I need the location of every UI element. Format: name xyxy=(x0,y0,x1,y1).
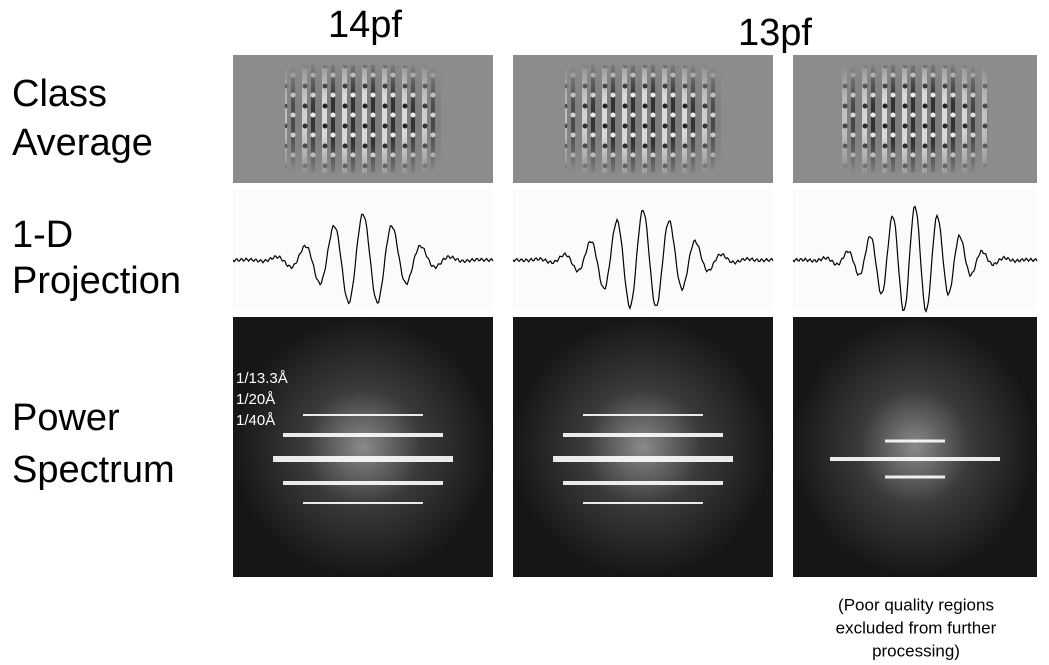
column-header: 13pf xyxy=(738,12,812,54)
spectrum-layer-line xyxy=(273,456,453,462)
spectrum-layer-line xyxy=(583,502,703,504)
projection-background xyxy=(513,190,773,310)
row-label: Projection xyxy=(12,260,181,302)
spectrum-label: 1/13.3Å xyxy=(236,370,288,387)
class-average-fade xyxy=(793,55,1037,183)
row-label: Average xyxy=(12,122,153,164)
projection-background xyxy=(793,190,1037,310)
spectrum-layer-line xyxy=(885,439,945,443)
spectrum-label: 1/40Å xyxy=(236,412,275,429)
column-header: 14pf xyxy=(328,4,402,46)
spectrum-layer-line xyxy=(303,502,423,504)
row-label: 1-D xyxy=(12,214,73,256)
spectrum-layer-line xyxy=(553,456,733,462)
spectrum-label: 1/20Å xyxy=(236,391,275,408)
row-label: Class xyxy=(12,73,107,115)
row-label: Spectrum xyxy=(12,449,175,491)
spectrum-layer-line xyxy=(885,475,945,479)
projection-curve xyxy=(512,209,774,310)
projection-curve xyxy=(792,205,1038,313)
power-spectrum xyxy=(513,317,773,577)
row-label: Power xyxy=(12,397,120,439)
spectrum-layer-line xyxy=(583,414,703,416)
spectrum-layer-line xyxy=(283,481,443,485)
note: processing) xyxy=(872,641,960,660)
panels xyxy=(232,55,1038,577)
spectrum-layer-line xyxy=(830,457,1000,461)
spectrum-layer-line xyxy=(563,433,723,437)
spectrum-layer-line xyxy=(303,414,423,416)
spectrum-layer-line xyxy=(283,433,443,437)
power-spectrum xyxy=(793,317,1037,577)
power-spectrum xyxy=(233,317,493,577)
projection-background xyxy=(233,190,493,310)
note: (Poor quality regions xyxy=(838,595,994,614)
class-average-fade xyxy=(233,55,493,183)
projection-curve xyxy=(232,213,494,305)
class-average-fade xyxy=(513,55,773,183)
note: excluded from further xyxy=(836,618,997,637)
spectrum-layer-line xyxy=(563,481,723,485)
